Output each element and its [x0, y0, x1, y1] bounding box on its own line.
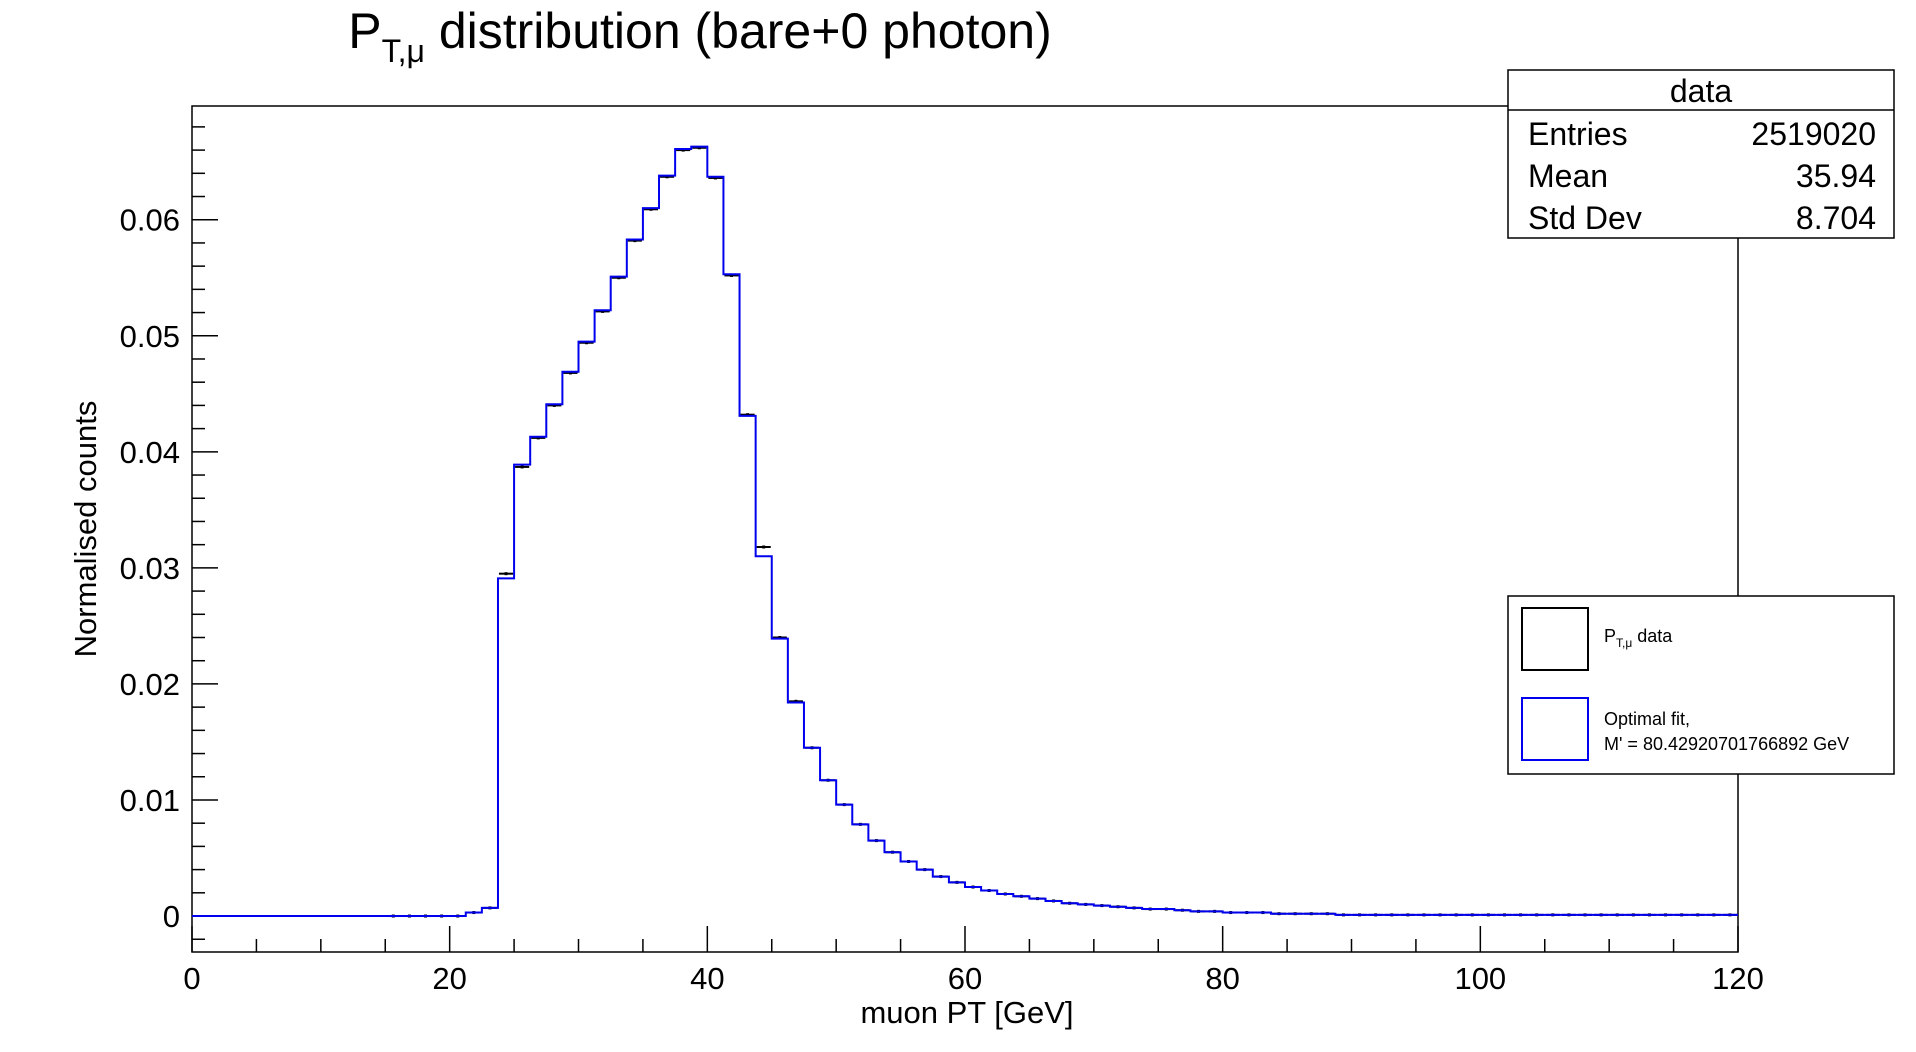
- data-point: [713, 176, 717, 180]
- data-point: [633, 239, 637, 243]
- stats-mean-label: Mean: [1528, 158, 1608, 194]
- y-tick-label: 0.05: [120, 319, 180, 354]
- data-point: [794, 699, 798, 703]
- plot-frame: [191, 105, 1739, 953]
- y-tick-label: 0.04: [120, 435, 180, 470]
- y-tick-label: 0.06: [120, 203, 180, 238]
- data-point: [681, 148, 685, 152]
- data-point: [601, 309, 605, 313]
- data-point: [568, 371, 572, 375]
- stats-mean-value: 35.94: [1796, 158, 1876, 194]
- data-point: [585, 341, 589, 345]
- y-tick-label: 0.02: [120, 667, 180, 702]
- stats-stddev-value: 8.704: [1796, 200, 1876, 236]
- stats-entries-value: 2519020: [1751, 116, 1876, 152]
- data-point: [665, 175, 669, 179]
- data-point: [649, 207, 653, 211]
- data-point: [520, 465, 524, 469]
- series-data: [386, 146, 1737, 918]
- data-point: [552, 403, 556, 407]
- x-tick-label: 100: [1454, 961, 1506, 996]
- data-point: [778, 636, 782, 640]
- chart-title: PT,μ distribution (bare+0 photon): [348, 3, 1051, 69]
- y-axis-label: Normalised counts: [68, 401, 103, 658]
- data-point: [536, 436, 540, 440]
- y-tick-label: 0.03: [120, 551, 180, 586]
- stats-title: data: [1670, 73, 1732, 109]
- stats-stddev-label: Std Dev: [1528, 200, 1642, 236]
- x-tick-label: 120: [1712, 961, 1764, 996]
- legend-swatch-data: [1521, 607, 1589, 671]
- x-tick-label: 0: [183, 961, 200, 996]
- series-fit-line: [192, 145, 1738, 918]
- x-tick-label: 20: [432, 961, 466, 996]
- x-axis: 0 20 40 60 80 100 120: [183, 926, 1764, 996]
- y-tick-label: 0: [163, 899, 180, 934]
- data-point: [746, 413, 750, 417]
- stats-box: data Entries 2519020 Mean 35.94 Std Dev …: [1507, 69, 1895, 239]
- y-axis: 0 0.01 0.02 0.03 0.04 0.05 0.06: [120, 126, 218, 940]
- x-tick-label: 60: [948, 961, 982, 996]
- x-tick-label: 80: [1205, 961, 1239, 996]
- legend: PT,μ data Optimal fit, M' = 80.429207017…: [1507, 595, 1895, 775]
- legend-swatch-fit: [1521, 697, 1589, 761]
- data-point: [762, 545, 766, 549]
- y-tick-label: 0.01: [120, 783, 180, 818]
- data-point: [697, 146, 701, 150]
- x-axis-label: muon PT [GeV]: [860, 995, 1073, 1030]
- data-point: [729, 273, 733, 277]
- stats-entries-label: Entries: [1528, 116, 1628, 152]
- x-tick-label: 40: [690, 961, 724, 996]
- legend-label-data: PT,μ data: [1604, 626, 1673, 650]
- data-point: [504, 572, 508, 576]
- legend-label-fit-line2: M' = 80.42920701766892 GeV: [1604, 734, 1849, 754]
- legend-label-fit-line1: Optimal fit,: [1604, 709, 1690, 729]
- data-point: [617, 276, 621, 280]
